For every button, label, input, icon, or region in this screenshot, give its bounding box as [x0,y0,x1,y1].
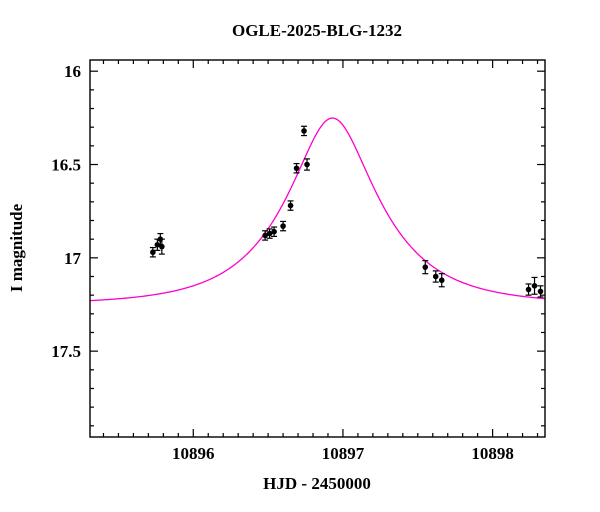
x-axis-label: HJD - 2450000 [263,474,371,493]
data-point [262,230,269,241]
data-point [531,276,538,295]
data-point [266,228,273,239]
data-point [271,226,278,237]
tick-labels: 10896 10897 10898 16 16.5 17 17.5 [51,62,514,463]
axes-frame [89,59,546,438]
data-point [287,200,294,211]
data-point [149,246,156,258]
data-point [301,125,308,137]
data-point [432,270,439,283]
x-tick-label: 10897 [322,444,365,463]
model-curve [89,117,546,302]
x-tick-label: 10896 [172,444,215,463]
y-tick-label: 16.5 [51,156,81,175]
data-point [158,238,165,255]
data-point [537,285,544,298]
data-point [422,260,429,275]
y-tick-label: 17 [64,249,82,268]
y-tick-label: 17.5 [51,342,81,361]
data-point [525,283,532,296]
data-point [293,162,300,174]
y-axis-label: I magnitude [7,203,26,292]
data-points [149,125,544,298]
y-tick-label: 16 [64,62,81,81]
chart-title: OGLE-2025-BLG-1232 [232,21,402,40]
x-tick-label: 10898 [471,444,514,463]
data-point [280,220,287,232]
data-point [438,273,445,288]
data-point [304,158,311,171]
